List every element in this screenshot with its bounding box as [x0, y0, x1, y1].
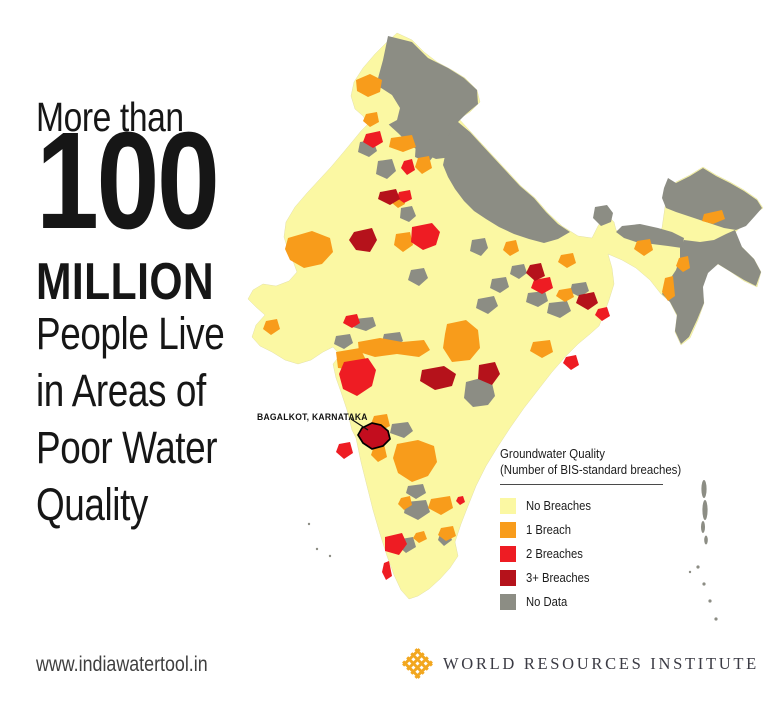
wri-logo-icon	[402, 648, 433, 679]
districts-two-breaches	[336, 131, 610, 580]
annotation-leader-line	[350, 418, 369, 431]
legend: Groundwater Quality (Number of BIS-stand…	[500, 446, 690, 618]
legend-item-three-plus-breaches: 3+ Breaches	[500, 570, 690, 586]
wri-branding: WORLD RESOURCES INSTITUTE	[402, 648, 759, 679]
legend-item-no-breaches: No Breaches	[500, 498, 690, 514]
headline-line-1: People Live	[36, 308, 225, 359]
headline-number: 100	[36, 104, 220, 258]
headline-line-3: Poor Water	[36, 422, 218, 473]
legend-item-no-data: No Data	[500, 594, 690, 610]
no-data-swatch-icon	[500, 594, 516, 610]
districts-three-plus-breaches	[349, 189, 598, 390]
footer-url: www.indiawatertool.in	[36, 653, 208, 676]
andaman-islands	[688, 480, 718, 621]
legend-title: Groundwater Quality	[500, 446, 605, 461]
districts-no-data	[334, 36, 762, 553]
one-breach-swatch-icon	[500, 522, 516, 538]
bagalkot-annotation-label: BAGALKOT, KARNATAKA	[257, 412, 368, 423]
lakshadweep-islands	[307, 522, 332, 558]
two-breaches-swatch-icon	[500, 546, 516, 562]
headline-line-4: Quality	[36, 479, 148, 530]
wri-org-name: WORLD RESOURCES INSTITUTE	[443, 653, 759, 673]
headline-prefix: More than	[36, 94, 184, 140]
three-plus-breaches-swatch-icon	[500, 570, 516, 586]
legend-divider	[500, 484, 663, 485]
bagalkot-district-highlight	[357, 422, 391, 450]
legend-subtitle: (Number of BIS-standard breaches)	[500, 462, 682, 477]
legend-item-two-breaches: 2 Breaches	[500, 546, 690, 562]
headline-unit: MILLION	[36, 253, 215, 311]
districts-one-breach	[263, 74, 725, 543]
no-breaches-swatch-icon	[500, 498, 516, 514]
legend-item-one-breach: 1 Breach	[500, 522, 690, 538]
headline-line-2: in Areas of	[36, 365, 206, 416]
